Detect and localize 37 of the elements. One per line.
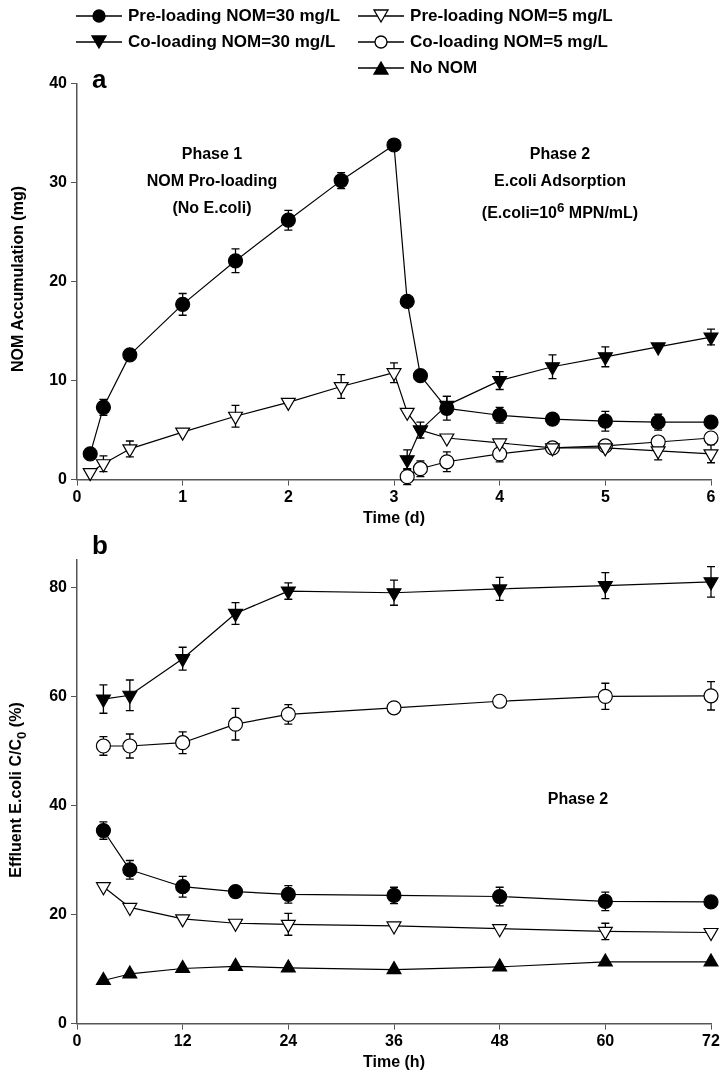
x-tick-label: 60 xyxy=(596,1031,615,1049)
x-tick-label: 48 xyxy=(490,1031,509,1049)
y-tick-label: 20 xyxy=(49,272,68,290)
legend-label: Co-loading NOM=5 mg/L xyxy=(410,32,608,52)
annotation: Phase 2 E.coli Adsorption (E.coli=10$^{6}$ MPN/mL) xyxy=(481,144,639,224)
x-tick-label: 12 xyxy=(173,1031,192,1049)
x-tick-label: 0 xyxy=(72,1031,82,1049)
annotation: a xyxy=(92,64,107,95)
annotation: Phase 1 NOM Pro-loading (No E.coli) xyxy=(146,144,278,218)
legend-label: No NOM xyxy=(410,58,478,78)
y-tick-label: 40 xyxy=(49,74,68,92)
x-tick-label: 4 xyxy=(495,487,505,505)
x-tick-label: 3 xyxy=(389,487,399,505)
x-tick-label: 5 xyxy=(600,487,610,505)
legend-label: Co-loading NOM=30 mg/L xyxy=(128,32,336,52)
legend-label: Pre-loading NOM=5 mg/L xyxy=(410,6,613,26)
y-tick-label: 40 xyxy=(49,795,68,813)
annotation: Phase 2 xyxy=(547,789,609,809)
x-tick-label: 1 xyxy=(178,487,188,505)
y-tick-label: 80 xyxy=(49,577,68,595)
x-axis-title: Time (h) xyxy=(363,1052,425,1070)
y-tick-label: 20 xyxy=(49,904,68,922)
y-tick-label: 0 xyxy=(58,1014,68,1032)
x-tick-label: 72 xyxy=(702,1031,720,1049)
legend-label: Pre-loading NOM=30 mg/L xyxy=(128,6,341,26)
x-tick-label: 24 xyxy=(279,1031,298,1049)
x-tick-label: 2 xyxy=(283,487,293,505)
y-tick-label: 10 xyxy=(49,371,68,389)
x-tick-label: 0 xyxy=(72,487,82,505)
x-tick-label: 36 xyxy=(385,1031,403,1049)
y-tick-label: 60 xyxy=(49,686,68,704)
y-tick-label: 0 xyxy=(58,470,68,488)
y-axis-title: NOM Accumulation (mg) xyxy=(9,185,27,372)
text: b xyxy=(92,530,108,561)
x-axis-title: Time (d) xyxy=(363,508,425,526)
y-tick-label: 30 xyxy=(49,173,68,191)
x-tick-label: 6 xyxy=(706,487,716,505)
